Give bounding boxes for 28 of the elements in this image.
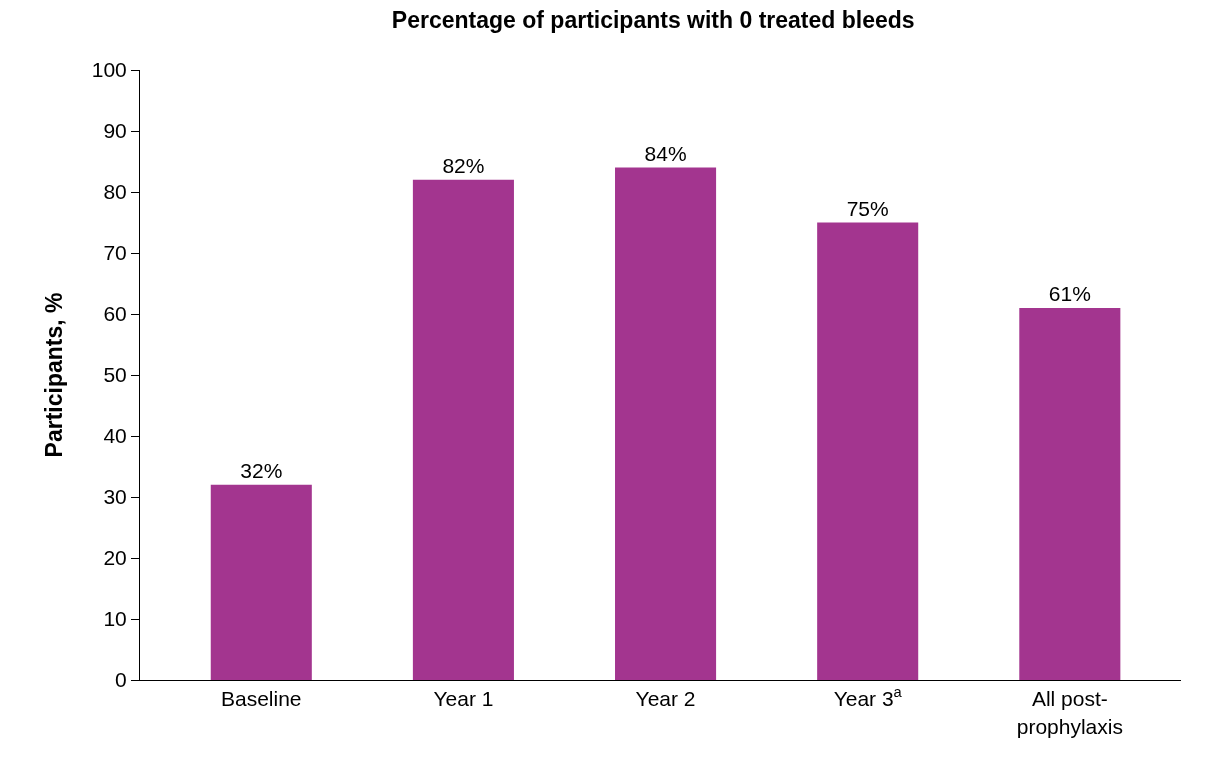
y-tick-label: 60 bbox=[103, 302, 127, 326]
bar bbox=[210, 484, 312, 680]
y-tick-label: 50 bbox=[103, 363, 127, 387]
bar bbox=[615, 167, 717, 680]
x-tick-label: Year 1 bbox=[433, 687, 494, 711]
x-tick-label: Year 3$^{a}$ bbox=[833, 684, 903, 711]
data-label: 82% bbox=[442, 153, 485, 177]
y-tick-label: 30 bbox=[103, 485, 127, 509]
y-tick-label: 0 bbox=[115, 668, 127, 692]
y-tick-label: 20 bbox=[103, 546, 127, 570]
data-label: 61% bbox=[1048, 281, 1091, 305]
chart-title: Percentage of participants with 0 treated bleeds bbox=[391, 6, 915, 33]
y-axis-title: Participants, % bbox=[41, 292, 68, 458]
y-tick-label: 80 bbox=[103, 180, 127, 204]
y-tick-label: 90 bbox=[103, 119, 127, 143]
x-tick-label: Baseline bbox=[221, 687, 302, 711]
y-tick-label: 70 bbox=[103, 241, 127, 265]
data-label: 75% bbox=[846, 196, 889, 220]
y-tick-label: 10 bbox=[103, 607, 127, 631]
y-tick-label: 40 bbox=[103, 424, 127, 448]
x-tick-label: Year 2 bbox=[635, 687, 696, 711]
bar bbox=[817, 222, 919, 680]
y-tick-label: 100 bbox=[91, 58, 127, 82]
bar bbox=[1019, 307, 1121, 680]
bar bbox=[412, 179, 514, 680]
x-tick-label: All post-prophylaxis bbox=[1016, 687, 1123, 738]
data-label: 32% bbox=[240, 458, 283, 482]
data-label: 84% bbox=[644, 141, 687, 165]
